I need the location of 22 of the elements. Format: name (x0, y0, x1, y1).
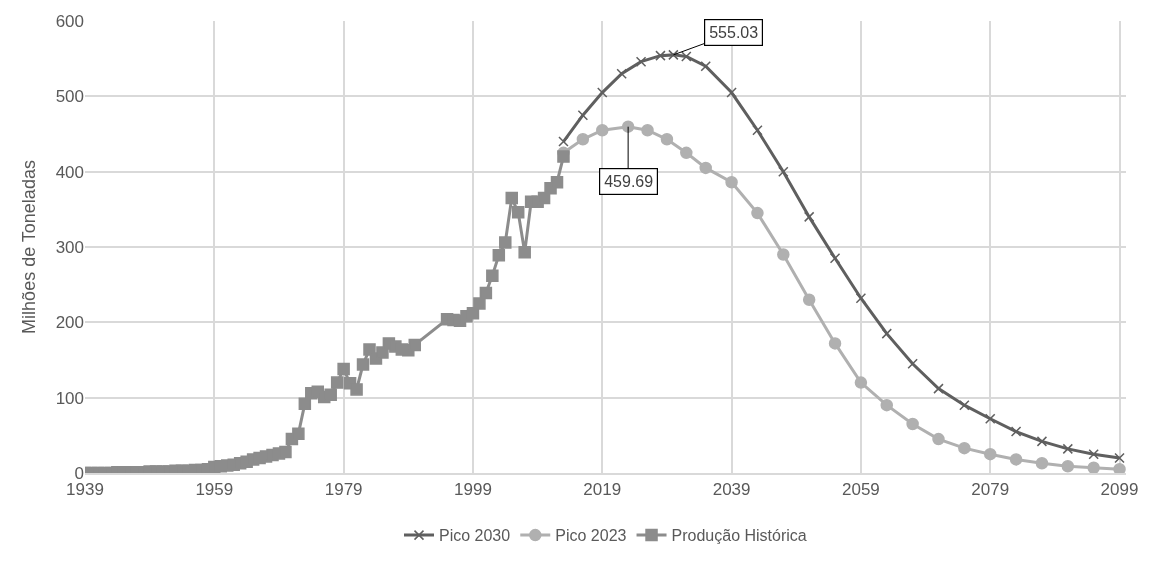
y-tick-label: 0 (74, 463, 84, 483)
x-tick-label: 1979 (324, 480, 363, 500)
legend-label: Produção Histórica (671, 527, 807, 545)
annotation: 459.69 (604, 173, 654, 191)
y-tick-label: 100 (55, 388, 84, 408)
x-tick-label: 2079 (971, 480, 1010, 500)
y-tick-label: 600 (55, 11, 84, 31)
y-axis-title: Milhões de Toneladas (18, 160, 39, 334)
y-tick-label: 300 (55, 237, 84, 257)
y-tick-label: 500 (55, 87, 84, 107)
x-tick-label: 1999 (454, 480, 492, 500)
y-tick-label: 400 (55, 162, 84, 182)
x-tick-label: 1939 (66, 480, 104, 500)
legend-label: Pico 2023 (555, 527, 627, 545)
x-tick-label: 2059 (841, 480, 880, 500)
legend-label: Pico 2030 (439, 527, 511, 545)
x-tick-label: 2039 (712, 480, 751, 500)
x-tick-label: 2019 (583, 480, 622, 500)
x-tick-label: 2099 (1100, 480, 1139, 500)
y-tick-label: 200 (55, 313, 84, 333)
annotation: 555.03 (709, 24, 759, 42)
x-tick-label: 1959 (195, 480, 234, 500)
